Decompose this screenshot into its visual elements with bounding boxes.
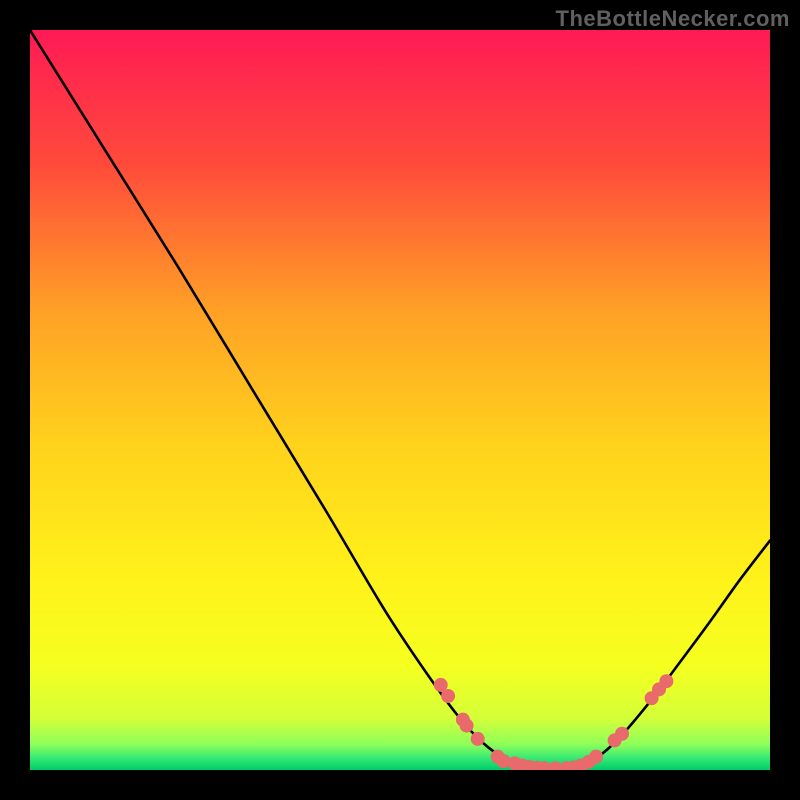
watermark-text: TheBottleNecker.com	[556, 6, 790, 32]
gradient-background	[30, 30, 770, 770]
data-marker	[659, 674, 673, 688]
data-marker	[615, 727, 629, 741]
data-marker	[589, 750, 603, 764]
data-marker	[471, 732, 485, 746]
chart-area	[30, 30, 770, 770]
chart-svg	[30, 30, 770, 770]
data-marker	[441, 689, 455, 703]
outer-frame: TheBottleNecker.com	[0, 0, 800, 800]
data-marker	[460, 719, 474, 733]
